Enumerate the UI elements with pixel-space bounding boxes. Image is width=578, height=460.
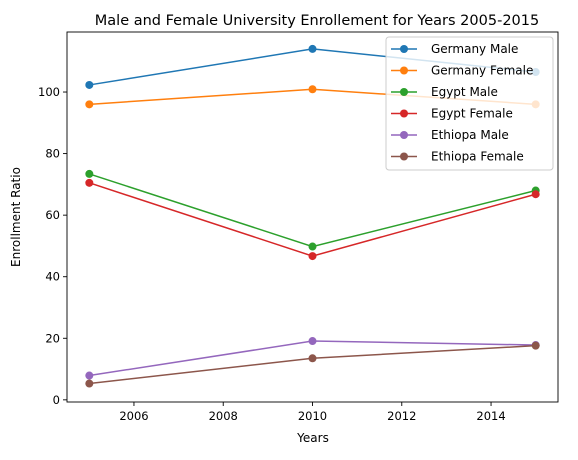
data-point-egypt-male	[85, 169, 94, 178]
x-tick-label: 2010	[298, 409, 327, 423]
x-axis: 2006 2008 2010 2012 2014	[119, 402, 506, 423]
x-tick-label: 2006	[119, 409, 148, 423]
legend-item-germany-female: Germany Female	[391, 64, 533, 78]
legend-label: Ethiopa Male	[431, 128, 509, 142]
legend-marker	[400, 88, 408, 96]
legend-marker	[400, 109, 408, 118]
chart-title: Male and Female University Enrollement f…	[95, 13, 539, 29]
y-tick-label: 0	[53, 393, 60, 407]
legend-label: Egypt Male	[431, 85, 498, 99]
y-axis: 0 20 40 60 80 100	[38, 85, 67, 407]
data-point-ethiopa-female	[531, 341, 540, 350]
data-point-egypt-female	[85, 178, 94, 187]
legend-item-ethiopa-male: Ethiopa Male	[391, 128, 509, 142]
legend-marker	[400, 45, 408, 53]
legend-item-egypt-female: Egypt Female	[391, 107, 513, 121]
legend-label: Germany Female	[431, 64, 533, 78]
x-axis-label: Years	[296, 431, 329, 445]
legend-item-egypt-male: Egypt Male	[391, 85, 498, 99]
legend-marker	[400, 131, 408, 139]
data-point-germany-female	[308, 85, 317, 94]
x-tick-label: 2012	[387, 409, 416, 423]
legend-label: Egypt Female	[431, 107, 513, 121]
y-tick-label: 100	[38, 85, 60, 99]
data-point-egypt-male	[308, 242, 317, 251]
legend-label: Germany Male	[431, 42, 518, 56]
legend-item-ethiopa-female: Ethiopa Female	[391, 150, 524, 164]
data-point-ethiopa-female	[308, 354, 317, 363]
x-tick-label: 2014	[476, 409, 505, 423]
y-tick-label: 40	[45, 270, 60, 284]
y-tick-label: 60	[45, 208, 60, 222]
legend-label: Ethiopa Female	[431, 150, 524, 164]
legend-item-germany-male: Germany Male	[391, 42, 518, 56]
data-point-ethiopa-female	[85, 379, 94, 388]
data-point-germany-male	[85, 80, 94, 89]
legend-box	[385, 36, 554, 171]
data-point-germany-male	[308, 44, 317, 53]
y-tick-label: 20	[45, 331, 60, 345]
data-point-ethiopa-male	[85, 371, 94, 380]
y-tick-label: 80	[45, 147, 60, 161]
legend: Germany Male Germany Female Egypt Male Egyp…	[385, 36, 554, 171]
data-point-egypt-female	[308, 252, 317, 261]
legend-marker	[400, 152, 408, 161]
legend-marker	[400, 66, 408, 75]
x-tick-label: 2008	[209, 409, 238, 423]
data-point-ethiopa-male	[308, 337, 317, 346]
data-point-germany-female	[85, 100, 94, 109]
data-point-egypt-female	[531, 190, 540, 199]
y-axis-label: Enrollment Ratio	[9, 167, 23, 267]
